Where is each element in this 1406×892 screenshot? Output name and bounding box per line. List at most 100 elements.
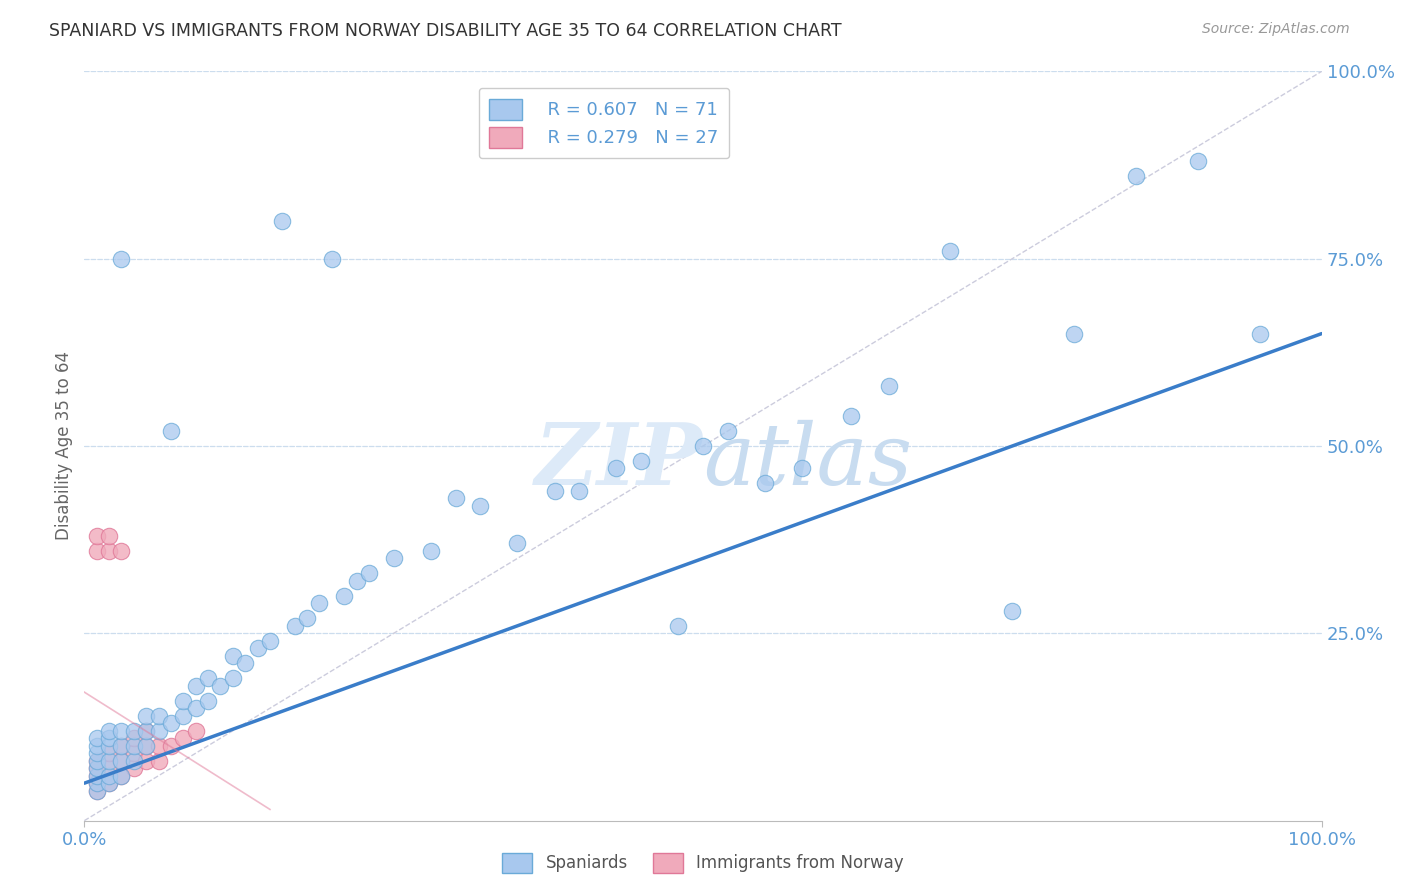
Point [122,761,145,775]
Point [86,739,108,753]
Point [630,454,652,468]
Point [122,746,145,760]
Point [172,708,194,723]
Point [295,611,318,625]
Text: Source: ZipAtlas.com: Source: ZipAtlas.com [1202,22,1350,37]
Point [1001,604,1024,618]
Point [86,761,108,775]
Point [197,671,219,685]
Point [233,657,256,671]
Point [790,461,813,475]
Point [172,731,194,746]
Point [86,769,108,783]
Point [259,633,281,648]
Point [419,544,441,558]
Point [86,754,108,768]
Point [135,739,157,753]
Point [605,461,627,475]
Point [110,252,132,266]
Point [160,424,183,438]
Point [110,754,132,768]
Point [110,769,132,783]
Point [86,754,108,768]
Point [135,723,157,738]
Point [86,776,108,790]
Point [666,619,689,633]
Point [110,754,132,768]
Point [98,544,121,558]
Point [98,776,121,790]
Point [122,731,145,746]
Point [110,739,132,753]
Point [110,723,132,738]
Point [470,499,492,513]
Point [135,739,157,753]
Point [717,424,740,438]
Point [98,723,121,738]
Point [209,679,232,693]
Point [86,783,108,797]
Point [184,679,207,693]
Point [1125,169,1147,184]
Point [284,619,307,633]
Point [841,409,863,423]
Point [98,754,121,768]
Point [86,783,108,797]
Text: SPANIARD VS IMMIGRANTS FROM NORWAY DISABILITY AGE 35 TO 64 CORRELATION CHART: SPANIARD VS IMMIGRANTS FROM NORWAY DISAB… [49,22,842,40]
Point [148,754,170,768]
Point [86,731,108,746]
Point [135,708,157,723]
Point [110,769,132,783]
Point [122,723,145,738]
Point [98,739,121,753]
Point [877,379,900,393]
Point [135,754,157,768]
Point [110,739,132,753]
Point [333,589,356,603]
Point [321,252,343,266]
Point [271,214,294,228]
Point [197,694,219,708]
Point [98,731,121,746]
Point [122,754,145,768]
Point [184,723,207,738]
Point [98,746,121,760]
Point [86,529,108,543]
Point [86,769,108,783]
Point [110,544,132,558]
Point [86,544,108,558]
Point [246,641,269,656]
Point [568,483,591,498]
Point [172,694,194,708]
Text: ZIP: ZIP [536,419,703,503]
Y-axis label: Disability Age 35 to 64: Disability Age 35 to 64 [55,351,73,541]
Point [939,244,962,259]
Point [222,648,245,663]
Point [135,723,157,738]
Point [98,769,121,783]
Point [148,708,170,723]
Text: atlas: atlas [703,419,912,502]
Point [98,761,121,775]
Point [1249,326,1271,341]
Point [222,671,245,685]
Point [543,483,565,498]
Point [98,776,121,790]
Point [160,739,183,753]
Point [444,491,467,506]
Point [148,723,170,738]
Legend: Spaniards, Immigrants from Norway: Spaniards, Immigrants from Norway [495,847,911,880]
Point [160,716,183,731]
Point [506,536,529,550]
Point [382,551,405,566]
Point [1063,326,1085,341]
Point [357,566,380,581]
Point [148,739,170,753]
Point [184,701,207,715]
Point [692,439,714,453]
Point [346,574,368,588]
Point [86,761,108,775]
Legend:   R = 0.607   N = 71,   R = 0.279   N = 27: R = 0.607 N = 71, R = 0.279 N = 27 [478,88,730,159]
Point [754,476,776,491]
Point [98,529,121,543]
